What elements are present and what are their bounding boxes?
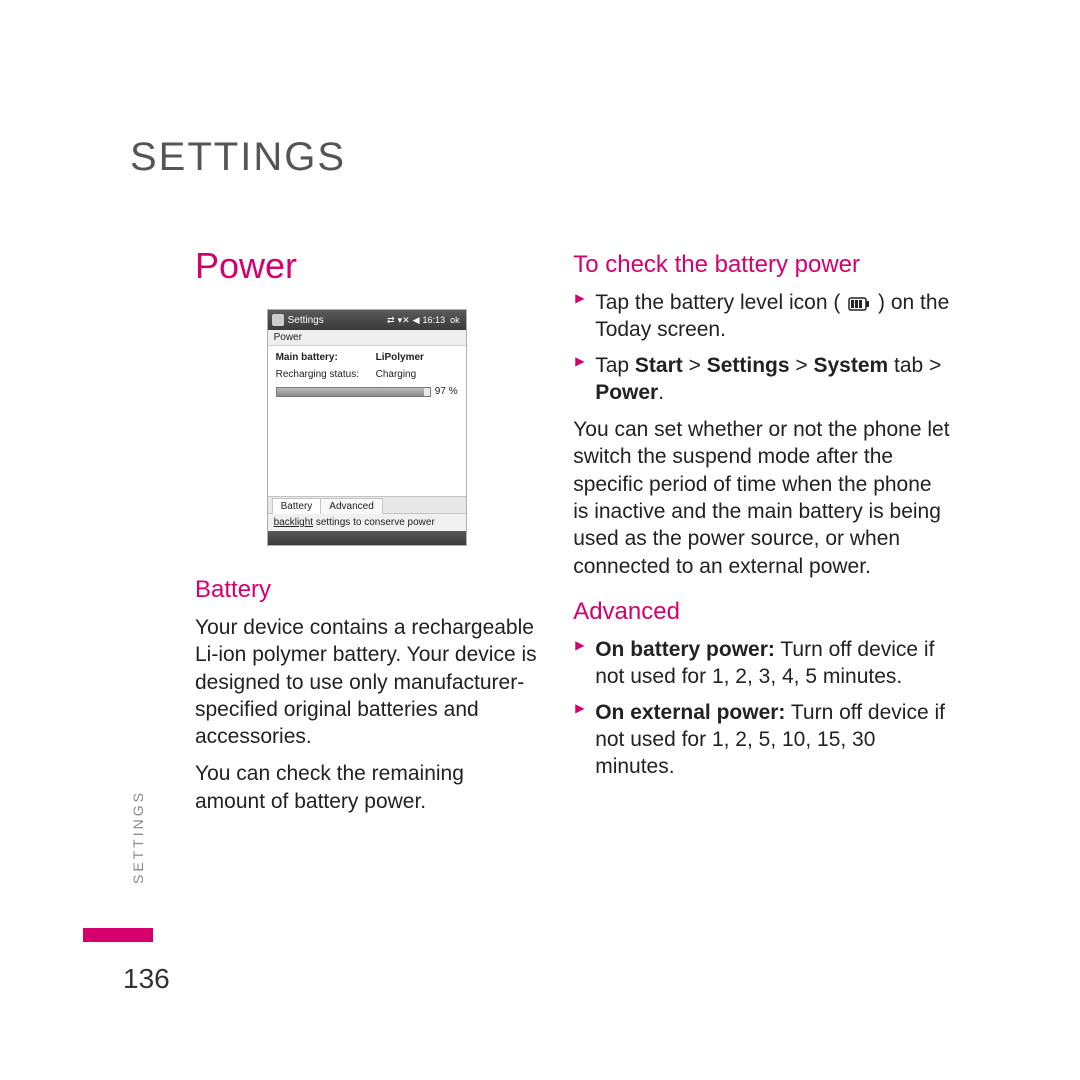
screenshot-time: 16:13 (423, 315, 446, 325)
advanced-heading: Advanced (573, 598, 950, 626)
screenshot-subtitle: Power (268, 330, 466, 346)
screenshot-tab-battery[interactable]: Battery (272, 498, 322, 514)
battery-level-icon (848, 297, 870, 311)
section-heading-power: Power (195, 245, 538, 287)
screenshot-tab-advanced[interactable]: Advanced (320, 498, 382, 514)
screenshot-footer-link[interactable]: backlight (274, 517, 313, 528)
page-number: 136 (123, 963, 170, 995)
check-battery-bullet-1: Tap the battery level icon ( ) on the To… (573, 289, 950, 344)
bullet-text: . (658, 381, 664, 404)
row-value: LiPolymer (376, 352, 458, 363)
screenshot-softkey-bar (268, 531, 466, 545)
screenshot-titlebar: Settings ⇄ ▾✕ ◀ 16:13 ok (268, 310, 466, 330)
screenshot-ok-button[interactable]: ok (448, 315, 462, 325)
bullet-text: > (790, 354, 814, 377)
check-battery-heading: To check the battery power (573, 251, 950, 279)
battery-heading: Battery (195, 576, 538, 604)
screenshot-battery-bar: 97 % (276, 386, 458, 397)
side-tab-label: SETTINGS (130, 790, 146, 884)
battery-bar-percent: 97 % (435, 386, 458, 397)
screenshot-status-icons: ⇄ ▾✕ ◀ 16:13 ok (387, 315, 462, 325)
battery-paragraph-1: Your device contains a rechargeable Li-i… (195, 614, 538, 750)
advanced-bullet-1: On battery power: Turn off device if not… (573, 636, 950, 691)
bullet-strong: Power (595, 381, 658, 404)
bullet-label: On battery power: (595, 638, 775, 661)
signal-off-icon: ▾✕ (398, 316, 410, 325)
check-battery-bullet-2: Tap Start > Settings > System tab > Powe… (573, 352, 950, 407)
suspend-paragraph: You can set whether or not the phone let… (573, 416, 950, 580)
bullet-strong: Start (635, 354, 683, 377)
bullet-label: On external power: (595, 701, 785, 724)
battery-paragraph-2: You can check the remaining amount of ba… (195, 760, 538, 815)
bullet-text: tab > (888, 354, 941, 377)
settings-app-icon (272, 314, 284, 326)
power-screenshot: Settings ⇄ ▾✕ ◀ 16:13 ok Power (267, 309, 467, 546)
row-value: Charging (376, 369, 458, 380)
bullet-text: > (683, 354, 707, 377)
bullet-strong: Settings (707, 354, 790, 377)
screenshot-footer: backlight settings to conserve power (268, 513, 466, 531)
screenshot-footer-text: settings to conserve power (313, 517, 435, 528)
chapter-title: SETTINGS (130, 135, 950, 180)
battery-bar-fill (277, 388, 424, 396)
row-label: Recharging status: (276, 369, 376, 380)
advanced-bullet-2: On external power: Turn off device if no… (573, 699, 950, 781)
screenshot-row-main-battery: Main battery: LiPolymer (276, 352, 458, 363)
bullet-text: Tap the battery level icon ( (595, 291, 840, 314)
bullet-strong: System (813, 354, 888, 377)
bullet-text: Tap (595, 354, 635, 377)
speaker-icon: ◀ (413, 316, 420, 325)
connectivity-icon: ⇄ (387, 316, 395, 325)
side-accent-bar (83, 928, 153, 942)
screenshot-title: Settings (288, 315, 383, 326)
screenshot-row-recharging: Recharging status: Charging (276, 369, 458, 380)
row-label: Main battery: (276, 352, 376, 363)
